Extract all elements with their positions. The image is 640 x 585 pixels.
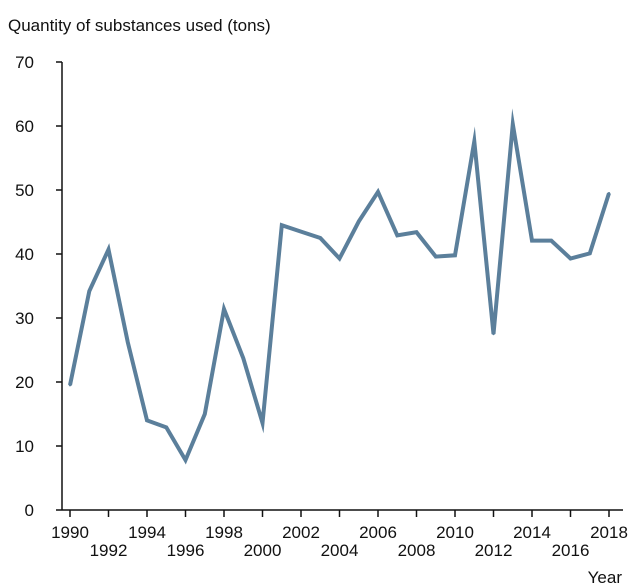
data-point xyxy=(569,257,572,260)
data-point xyxy=(453,254,457,257)
y-axis-title: Quantity of substances used (tons) xyxy=(8,16,271,35)
x-tick-label: 2004 xyxy=(321,541,359,560)
data-point xyxy=(376,190,380,194)
data-point xyxy=(338,257,341,260)
x-tick-label: 2010 xyxy=(436,523,474,542)
data-point xyxy=(165,426,168,429)
series-line xyxy=(68,108,611,465)
y-tick-label: 50 xyxy=(15,181,34,200)
x-tick-label: 1992 xyxy=(90,541,128,560)
y-axis: 0 10 20 30 40 50 60 70 xyxy=(15,53,63,520)
data-point xyxy=(280,224,283,227)
data-point xyxy=(588,252,591,255)
data-point xyxy=(222,307,226,311)
x-axis-title: Year xyxy=(588,568,623,585)
y-tick-label: 30 xyxy=(15,309,34,328)
data-point xyxy=(473,140,476,143)
data-point xyxy=(184,458,187,462)
x-axis: 1990199219941996199820002002200420062008… xyxy=(51,509,628,560)
data-point xyxy=(203,412,206,416)
y-tick-label: 10 xyxy=(15,437,34,456)
x-tick-label: 2012 xyxy=(475,541,513,560)
x-tick-label: 1996 xyxy=(167,541,205,560)
x-tick-label: 2018 xyxy=(590,523,628,542)
data-point xyxy=(396,234,399,237)
data-point xyxy=(511,122,514,126)
x-tick-label: 1994 xyxy=(128,523,166,542)
data-point xyxy=(242,357,245,360)
series-layer xyxy=(68,108,611,465)
y-tick-label: 20 xyxy=(15,373,34,392)
data-point xyxy=(434,255,437,258)
y-tick-label: 60 xyxy=(15,117,34,136)
y-tick-label: 0 xyxy=(25,501,34,520)
data-point xyxy=(530,239,534,242)
data-point xyxy=(145,419,149,422)
x-tick-label: 2002 xyxy=(282,523,320,542)
data-point xyxy=(550,239,553,242)
data-point xyxy=(357,220,360,223)
x-tick-label: 2016 xyxy=(552,541,590,560)
x-tick-label: 1998 xyxy=(205,523,243,542)
x-tick-label: 2014 xyxy=(513,523,551,542)
data-point xyxy=(126,341,129,344)
data-point xyxy=(415,231,418,234)
x-tick-label: 1990 xyxy=(51,523,89,542)
x-tick-label: 2000 xyxy=(244,541,282,560)
data-point xyxy=(319,236,322,240)
y-tick-label: 70 xyxy=(15,53,34,72)
data-point xyxy=(88,289,91,293)
data-point xyxy=(261,421,264,425)
x-tick-label: 2008 xyxy=(398,541,436,560)
data-point xyxy=(492,332,495,336)
data-point xyxy=(299,230,303,233)
x-tick-label: 2006 xyxy=(359,523,397,542)
data-point xyxy=(607,192,611,195)
y-tick-label: 40 xyxy=(15,245,34,264)
data-point xyxy=(68,384,72,387)
data-point xyxy=(107,248,110,251)
